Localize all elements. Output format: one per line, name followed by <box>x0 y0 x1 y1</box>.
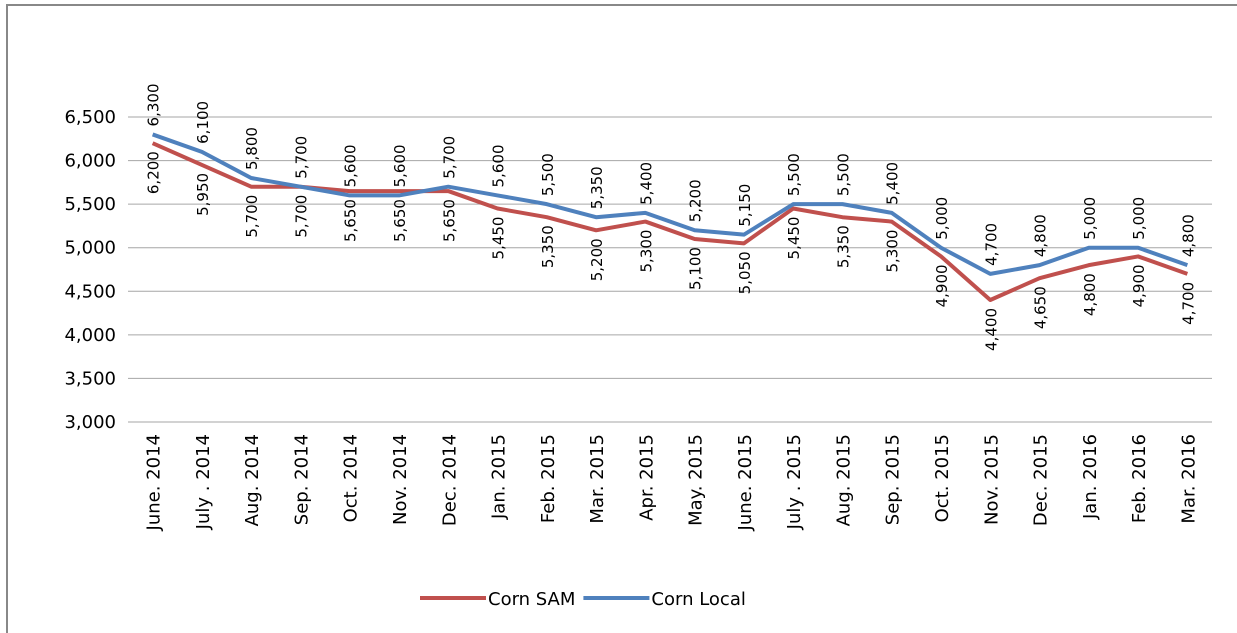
data-label: 5,150 <box>736 184 754 227</box>
data-label: 5,950 <box>194 173 212 216</box>
y-tick-label: 3,000 <box>64 412 116 433</box>
data-label: 5,500 <box>834 153 852 196</box>
y-tick-label: 5,000 <box>64 238 116 259</box>
x-tick-label: Mar. 2016 <box>1178 434 1199 524</box>
data-label: 5,400 <box>637 162 655 205</box>
x-tick-label: Dec. 2014 <box>439 434 460 526</box>
data-label: 5,600 <box>342 144 360 187</box>
data-label: 5,350 <box>834 225 852 268</box>
x-tick-label: Jan. 2015 <box>489 434 510 520</box>
legend-label: Corn Local <box>651 589 745 610</box>
x-tick-label: Jan. 2016 <box>1080 434 1101 520</box>
data-label: 5,600 <box>490 144 508 187</box>
x-tick-label: July . 2014 <box>193 434 214 530</box>
x-tick-label: Dec. 2015 <box>1031 434 1052 526</box>
data-label: 5,500 <box>785 153 803 196</box>
data-label: 6,300 <box>145 83 163 126</box>
data-label: 4,700 <box>982 223 1000 266</box>
data-label: 5,700 <box>440 136 458 179</box>
x-tick-label: Mar. 2015 <box>587 434 608 524</box>
data-label: 5,350 <box>539 225 557 268</box>
data-label: 5,700 <box>292 136 310 179</box>
y-tick-label: 3,500 <box>64 368 116 389</box>
data-label: 4,650 <box>1032 286 1050 329</box>
legend-label: Corn SAM <box>488 589 575 610</box>
x-tick-label: Sep. 2014 <box>291 434 312 525</box>
data-label: 4,800 <box>1032 214 1050 257</box>
y-tick-label: 4,500 <box>64 281 116 302</box>
data-label: 4,900 <box>933 264 951 307</box>
x-tick-label: Nov. 2014 <box>390 434 411 525</box>
x-tick-label: Aug. 2014 <box>242 434 263 526</box>
x-tick-label: Sep. 2015 <box>883 434 904 525</box>
data-label: 5,650 <box>342 199 360 242</box>
line <box>151 141 1189 302</box>
data-label: 5,400 <box>884 162 902 205</box>
data-label: 5,600 <box>391 144 409 187</box>
x-tick-label: Oct. 2015 <box>932 434 953 522</box>
x-tick-label: Aug. 2015 <box>833 434 854 526</box>
x-tick-label: June. 2014 <box>144 434 165 531</box>
chart-frame <box>6 4 1237 633</box>
data-label: 4,700 <box>1179 282 1197 325</box>
x-tick-label: June. 2015 <box>735 434 756 531</box>
data-label: 4,800 <box>1081 273 1099 316</box>
x-tick-label: May. 2015 <box>686 434 707 526</box>
data-label: 4,400 <box>982 308 1000 351</box>
data-label: 5,100 <box>687 247 705 290</box>
data-label: 5,500 <box>539 153 557 196</box>
data-label: 5,450 <box>785 217 803 260</box>
data-label: 5,000 <box>1081 197 1099 240</box>
x-tick-label: July . 2015 <box>784 434 805 530</box>
data-label: 5,350 <box>588 166 606 209</box>
y-tick-label: 4,000 <box>64 325 116 346</box>
x-tick-label: Nov. 2015 <box>981 434 1002 525</box>
x-tick-label: Feb. 2016 <box>1129 434 1150 523</box>
data-label: 5,450 <box>490 216 508 259</box>
data-label: 5,700 <box>243 195 261 238</box>
x-tick-label: Apr. 2015 <box>636 434 657 521</box>
line <box>151 132 1189 276</box>
y-tick-label: 6,000 <box>64 151 116 172</box>
data-label: 4,900 <box>1130 264 1148 307</box>
data-label: 5,050 <box>736 251 754 294</box>
y-tick-label: 5,500 <box>64 194 116 215</box>
x-tick-label: Oct. 2014 <box>341 434 362 522</box>
data-label: 5,800 <box>243 127 261 170</box>
data-label: 6,100 <box>194 101 212 144</box>
data-label: 4,800 <box>1179 214 1197 257</box>
y-tick-label: 6,500 <box>64 107 116 128</box>
data-label: 5,000 <box>933 197 951 240</box>
data-label: 5,000 <box>1130 197 1148 240</box>
data-label: 5,700 <box>292 195 310 238</box>
data-label: 5,200 <box>588 238 606 281</box>
data-label: 5,300 <box>637 230 655 273</box>
data-label: 5,650 <box>440 199 458 242</box>
x-tick-label: Feb. 2015 <box>538 434 559 523</box>
data-label: 5,200 <box>687 179 705 222</box>
data-label: 6,200 <box>145 151 163 194</box>
data-label: 5,650 <box>391 199 409 242</box>
data-label: 5,300 <box>884 230 902 273</box>
